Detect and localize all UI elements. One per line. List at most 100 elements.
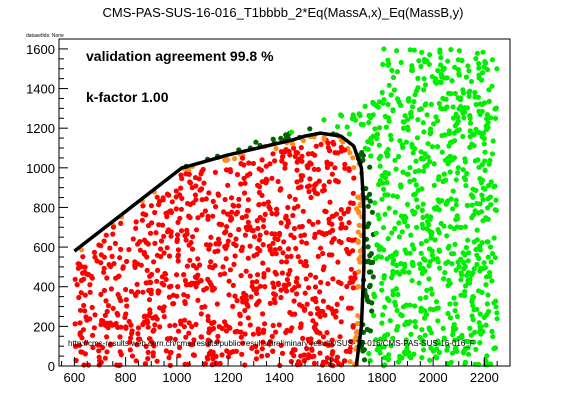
excluded-point [259,353,265,359]
excluded-point [145,241,151,247]
excluded-point [76,294,82,301]
excluded-point [187,180,194,186]
excluded-point [323,359,329,365]
allowed-point [469,299,475,305]
allowed-point [420,265,426,272]
excluded-point [291,285,298,291]
excluded-point [168,283,174,289]
excluded-point [341,358,347,364]
excluded-point [191,337,197,343]
allowed-point [470,270,476,276]
allowed-point [460,110,466,116]
excluded-point [163,348,169,354]
allowed-point [433,299,440,305]
exclusion-contour [73,131,366,367]
excluded-point [151,259,157,265]
excluded-point [334,301,340,307]
excluded-point [102,312,108,318]
excluded-point [342,147,348,153]
allowed-point [489,251,496,257]
excluded-point [265,267,271,273]
excluded-point [256,331,262,337]
excluded-point [123,297,129,303]
excluded-point [243,268,249,274]
excluded-point [137,247,143,253]
allowed-point [356,111,362,117]
excluded-point [317,313,323,320]
excluded-point [201,287,207,293]
allowed-point [453,197,459,203]
allowed-point [422,308,428,314]
excluded-point [338,280,344,287]
excluded-point [310,318,316,324]
allowed-point [469,202,475,208]
excluded-point [112,240,118,246]
allowed-point [476,244,482,250]
excluded-point [128,288,134,295]
excluded-point [347,345,353,351]
excluded-point [259,157,265,163]
allowed-point [452,241,458,247]
allowed-point [493,197,499,203]
excluded-point [320,267,326,273]
excluded-point [295,185,302,191]
allowed-point [381,344,387,350]
excluded-point [130,236,136,242]
excluded-point [356,256,362,262]
excluded-point [243,213,249,219]
allowed-point [390,107,396,113]
allowed-point [435,318,441,324]
excluded-point [78,290,84,296]
allowed-point [436,199,443,205]
allowed-point [451,295,457,301]
allowed-point [380,312,386,318]
excluded-point [293,245,299,252]
allowed-point [447,301,453,307]
excluded-point [141,237,148,243]
excluded-point [156,202,162,208]
allowed-point [435,68,441,74]
allowed-point [450,332,456,338]
allowed-point [471,339,477,345]
allowed-point [489,57,496,63]
excluded-point [98,321,104,328]
excluded-point [311,360,317,366]
excluded-point [103,232,109,238]
excluded-point [321,183,327,189]
allowed-point [448,251,455,257]
excluded-point [239,215,245,221]
allowed-point [372,126,378,132]
allowed-point [450,206,456,212]
y-tick-label: 800 [33,200,55,215]
excluded-point [255,245,261,251]
allowed-point [476,65,482,71]
allowed-point [413,324,419,330]
excluded-point [348,275,354,281]
allowed-point [382,355,388,361]
allowed-point [453,267,459,273]
allowed-point [374,135,380,141]
excluded-point [115,312,121,318]
allowed-point [382,333,388,339]
excluded-point [181,324,187,330]
excluded-point [260,311,266,317]
allowed-point [410,150,416,156]
excluded-point [346,167,352,173]
allowed-point [469,141,475,147]
y-tick-label: 1200 [26,121,55,136]
allowed-point [381,97,387,103]
allowed-point [458,104,464,110]
excluded-point [99,317,105,324]
allowed-point [463,245,469,251]
excluded-point [175,328,182,334]
excluded-point [222,230,228,236]
allowed-point [421,87,427,93]
allowed-point [360,152,366,159]
allowed-point [455,57,461,63]
excluded-point [241,190,248,196]
excluded-point [248,294,254,300]
excluded-point [298,259,304,265]
excluded-point [143,343,149,349]
excluded-point [245,315,251,321]
excluded-point [173,194,179,200]
